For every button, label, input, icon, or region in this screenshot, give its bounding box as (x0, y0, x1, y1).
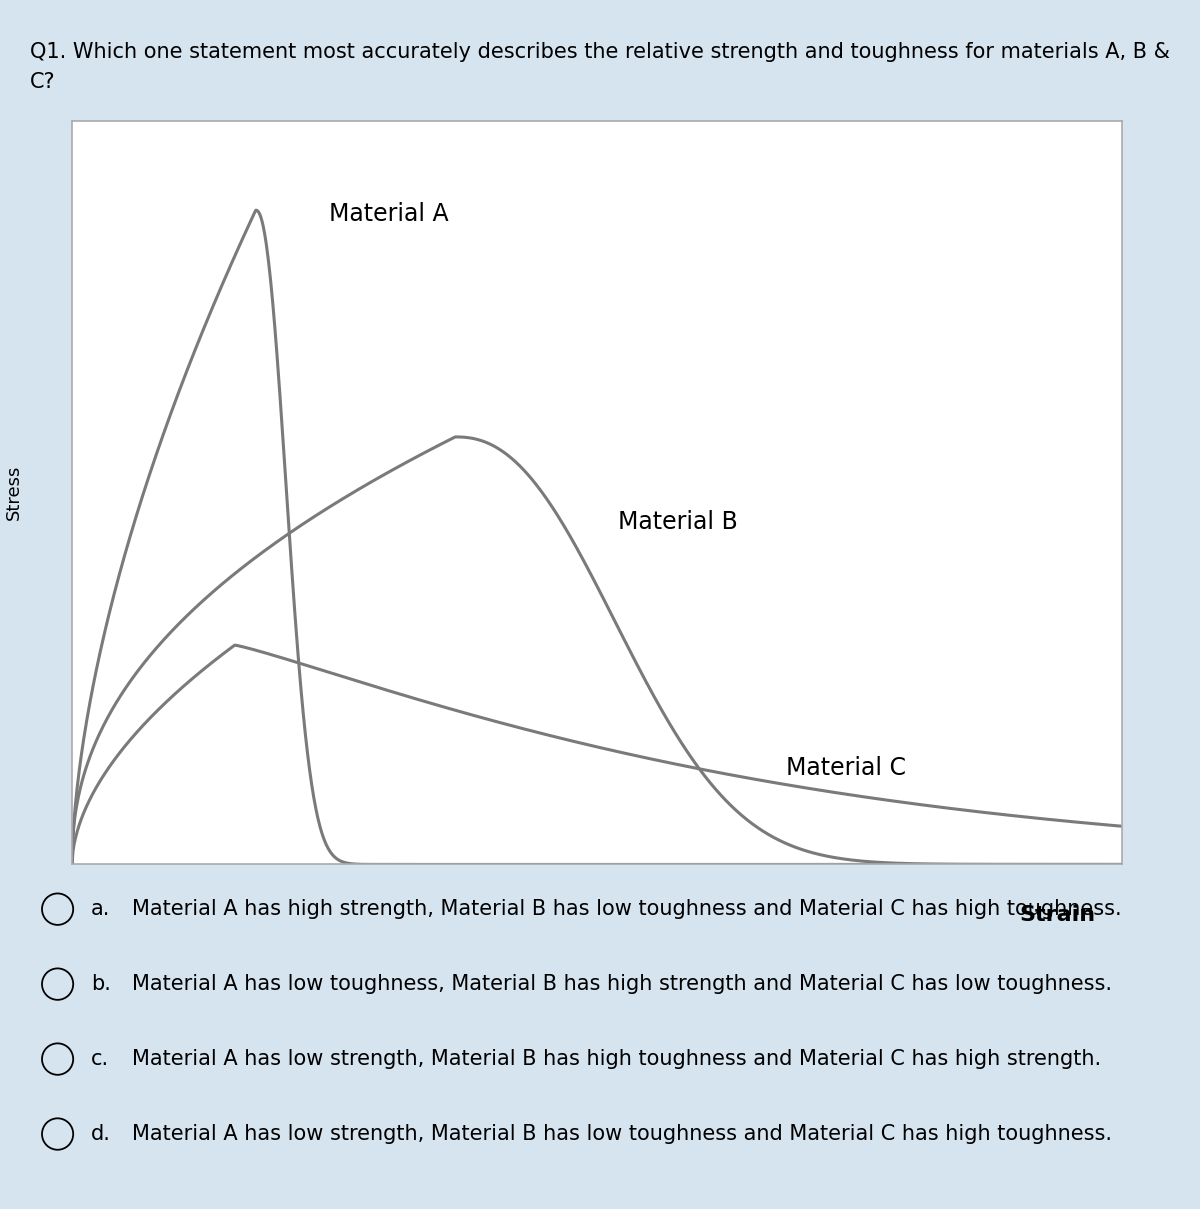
Text: d.: d. (91, 1124, 112, 1144)
Text: Material B: Material B (618, 510, 738, 534)
Text: Stress: Stress (5, 465, 23, 520)
Text: c.: c. (91, 1049, 109, 1069)
Text: b.: b. (91, 974, 112, 994)
Text: Material A has high strength, Material B has low toughness and Material C has hi: Material A has high strength, Material B… (132, 899, 1122, 919)
Text: Material C: Material C (786, 756, 906, 780)
Text: a.: a. (91, 899, 110, 919)
Text: Q1. Which one statement most accurately describes the relative strength and toug: Q1. Which one statement most accurately … (30, 42, 1170, 92)
Text: Material A: Material A (329, 202, 449, 226)
Text: Material A has low strength, Material B has low toughness and Material C has hig: Material A has low strength, Material B … (132, 1124, 1112, 1144)
Text: Strain: Strain (1020, 906, 1096, 925)
Text: Material A has low toughness, Material B has high strength and Material C has lo: Material A has low toughness, Material B… (132, 974, 1112, 994)
Text: Material A has low strength, Material B has high toughness and Material C has hi: Material A has low strength, Material B … (132, 1049, 1102, 1069)
